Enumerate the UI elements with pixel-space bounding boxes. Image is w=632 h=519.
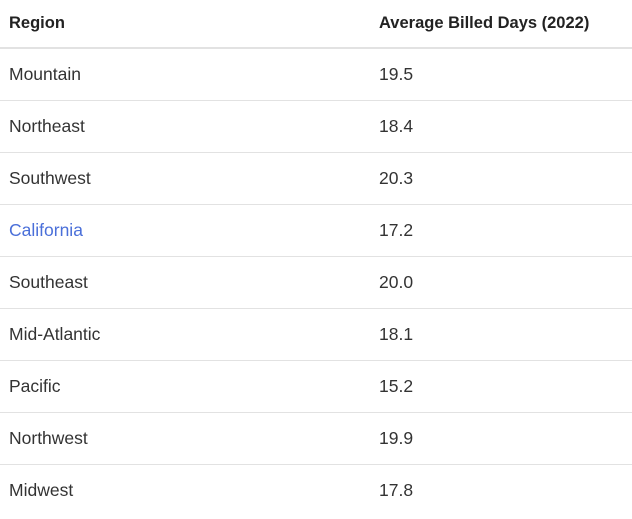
days-cell: 17.2 bbox=[370, 204, 632, 257]
table-row: Mountain 19.5 bbox=[0, 48, 632, 101]
table-header: Region Average Billed Days (2022) bbox=[0, 0, 632, 49]
table-row: Midwest 17.8 bbox=[0, 464, 632, 516]
days-cell: 18.1 bbox=[370, 308, 632, 361]
region-cell: Southeast bbox=[0, 256, 370, 309]
days-cell: 19.9 bbox=[370, 412, 632, 465]
header-region: Region bbox=[0, 0, 370, 49]
table-row: California 17.2 bbox=[0, 204, 632, 257]
days-cell: 17.8 bbox=[379, 479, 414, 500]
header-average-billed-days: Average Billed Days (2022) bbox=[370, 0, 632, 49]
days-cell: 20.3 bbox=[370, 152, 632, 205]
days-cell: 20.0 bbox=[370, 256, 632, 309]
table-row: Pacific 15.2 bbox=[0, 360, 632, 413]
table-row: Southeast 20.0 bbox=[0, 256, 632, 309]
header-row: Region Average Billed Days (2022) bbox=[0, 0, 632, 49]
table-row: Northeast 18.4 bbox=[0, 100, 632, 153]
days-cell: 18.4 bbox=[370, 100, 632, 153]
region-cell: Midwest bbox=[9, 479, 74, 500]
region-cell: California bbox=[0, 204, 370, 257]
days-cell: 19.5 bbox=[370, 48, 632, 101]
table-row: Mid-Atlantic 18.1 bbox=[0, 308, 632, 361]
region-cell: Northwest bbox=[0, 412, 370, 465]
region-cell: Southwest bbox=[0, 152, 370, 205]
region-cell: Pacific bbox=[0, 360, 370, 413]
region-cell: Mid-Atlantic bbox=[0, 308, 370, 361]
region-link-california[interactable]: California bbox=[9, 219, 83, 240]
table-row: Southwest 20.3 bbox=[0, 152, 632, 205]
region-cell: Mountain bbox=[0, 48, 370, 101]
days-cell: 15.2 bbox=[370, 360, 632, 413]
region-cell: Northeast bbox=[0, 100, 370, 153]
table-body: Mountain 19.5 Northeast 18.4 Southwest 2… bbox=[0, 48, 632, 516]
table-row: Northwest 19.9 bbox=[0, 412, 632, 465]
